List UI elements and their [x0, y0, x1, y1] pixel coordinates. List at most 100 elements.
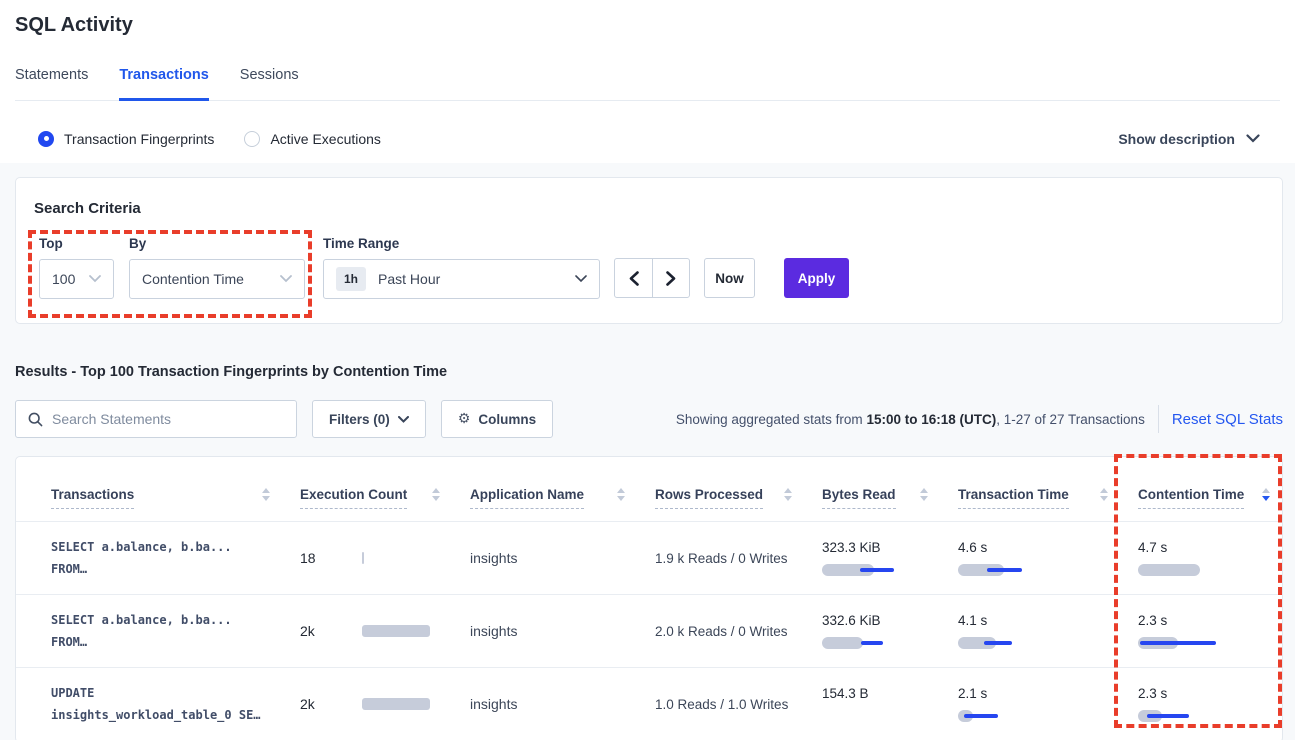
vertical-divider: [1157, 405, 1159, 433]
show-description-label: Show description: [1118, 130, 1235, 147]
transaction-time-cell: 2.1 s: [944, 686, 1124, 722]
column-header-transaction-time[interactable]: Transaction Time: [944, 487, 1124, 521]
chevron-down-icon: [280, 275, 292, 283]
transaction-fingerprint-link[interactable]: SELECT a.balance, b.ba... FROM…: [51, 540, 232, 576]
bytes-read-bar: [822, 564, 922, 576]
by-label: By: [129, 236, 147, 251]
rows-processed-cell: 1.9 k Reads / 0 Writes: [655, 550, 788, 566]
execution-count-bar: [361, 625, 446, 637]
radio-label: Transaction Fingerprints: [64, 130, 215, 147]
sort-icon[interactable]: [432, 488, 440, 501]
bytes-read-cell: 154.3 B: [808, 686, 944, 722]
reset-sql-stats-link[interactable]: Reset SQL Stats: [1171, 410, 1283, 428]
sort-icon[interactable]: [617, 488, 625, 501]
chevron-down-icon: [397, 415, 409, 423]
transaction-time-cell: 4.1 s: [944, 613, 1124, 649]
table-row[interactable]: SELECT a.balance, b.ba... FROM… 18 insig…: [16, 521, 1282, 594]
rows-processed-cell: 1.0 Reads / 1.0 Writes: [655, 696, 789, 712]
bytes-read-cell: 323.3 KiB: [808, 540, 944, 576]
tab-statements[interactable]: Statements: [15, 67, 89, 83]
contention-time-cell: 2.3 s: [1124, 686, 1282, 722]
radio-button-icon[interactable]: [244, 130, 261, 147]
by-select-value: Contention Time: [142, 271, 244, 287]
application-name-cell: insights: [470, 550, 518, 566]
gear-icon: ⚙: [457, 411, 471, 427]
execution-count-cell: 2k: [286, 696, 456, 712]
radio-button-icon[interactable]: [38, 130, 54, 147]
chevron-down-icon: [575, 275, 587, 283]
time-range-select[interactable]: 1h Past Hour: [323, 259, 600, 299]
transaction-fingerprint-link[interactable]: UPDATE insights_workload_table_0 SE…: [51, 686, 261, 722]
transaction-time-bar: [958, 710, 1058, 722]
search-icon: [28, 412, 43, 426]
radio-label: Active Executions: [270, 130, 381, 147]
time-nav-group: [614, 258, 690, 298]
application-name-cell: insights: [470, 696, 518, 712]
column-header-bytes-read[interactable]: Bytes Read: [808, 487, 944, 521]
radio-option-transaction-fingerprints[interactable]: Transaction Fingerprints: [38, 130, 215, 147]
contention-time-bar: [1138, 710, 1238, 722]
transaction-fingerprint-link[interactable]: SELECT a.balance, b.ba... FROM…: [51, 613, 232, 649]
sort-icon[interactable]: [262, 488, 270, 501]
top-select-value: 100: [52, 271, 76, 287]
previous-time-button[interactable]: [615, 259, 652, 297]
transaction-time-cell: 4.6 s: [944, 540, 1124, 576]
by-field-group: By Contention Time: [129, 236, 305, 299]
search-criteria-card: Search Criteria Top 100 By Contention Ti…: [15, 177, 1283, 324]
sort-icon[interactable]: [920, 488, 928, 501]
contention-time-cell: 4.7 s: [1124, 540, 1282, 576]
table-row[interactable]: SELECT a.balance, b.ba... FROM… 2k insig…: [16, 594, 1282, 667]
time-range-label: Time Range: [323, 236, 400, 251]
aggregated-stats-text: Showing aggregated stats from 15:00 to 1…: [675, 411, 1145, 427]
filters-button[interactable]: Filters (0): [312, 400, 426, 438]
table-header-row: Transactions Execution Count Application…: [16, 457, 1282, 521]
transactions-table-card: Transactions Execution Count Application…: [15, 456, 1283, 740]
now-button[interactable]: Now: [704, 258, 755, 298]
bytes-read-bar: [822, 637, 922, 649]
top-select[interactable]: 100: [39, 259, 114, 299]
results-toolbar: Filters (0) ⚙ Columns Showing aggregated…: [15, 400, 1283, 438]
chevron-right-icon: [666, 270, 676, 286]
bytes-read-cell: 332.6 KiB: [808, 613, 944, 649]
transaction-time-bar: [958, 564, 1058, 576]
by-select[interactable]: Contention Time: [129, 259, 305, 299]
search-statements-input[interactable]: [52, 411, 284, 427]
apply-button[interactable]: Apply: [784, 258, 849, 298]
chevron-down-icon: [89, 275, 101, 283]
stats-time-range: 15:00 to 16:18 (UTC): [866, 411, 997, 427]
sort-icon-active-desc[interactable]: [1262, 488, 1270, 501]
top-label: Top: [39, 236, 63, 251]
tab-sessions[interactable]: Sessions: [239, 67, 299, 83]
next-time-button[interactable]: [652, 259, 689, 297]
column-header-contention-time[interactable]: Contention Time: [1124, 487, 1282, 521]
time-range-field-group: Time Range 1h Past Hour: [323, 236, 600, 299]
application-name-cell: insights: [470, 623, 518, 639]
sort-icon[interactable]: [1100, 488, 1108, 501]
chevron-down-icon: [1246, 134, 1260, 143]
sort-icon[interactable]: [784, 488, 792, 501]
column-header-rows-processed[interactable]: Rows Processed: [641, 487, 808, 521]
rows-processed-cell: 2.0 k Reads / 0 Writes: [655, 623, 788, 639]
radio-option-active-executions[interactable]: Active Executions: [244, 130, 381, 147]
search-statements-box[interactable]: [15, 400, 297, 438]
tab-transactions[interactable]: Transactions: [119, 67, 210, 101]
chevron-left-icon: [629, 270, 639, 286]
filters-label: Filters (0): [329, 411, 390, 427]
contention-time-bar: [1138, 564, 1238, 576]
bytes-read-bar: [822, 710, 922, 722]
column-header-transactions[interactable]: Transactions: [16, 487, 286, 521]
columns-label: Columns: [478, 411, 537, 427]
execution-count-cell: 18: [286, 550, 456, 566]
columns-button[interactable]: ⚙ Columns: [440, 400, 554, 438]
time-range-badge: 1h: [336, 267, 367, 291]
column-header-application-name[interactable]: Application Name: [456, 487, 641, 521]
execution-count-cell: 2k: [286, 623, 456, 639]
transaction-time-bar: [958, 637, 1058, 649]
contention-time-cell: 2.3 s: [1124, 613, 1282, 649]
table-row[interactable]: UPDATE insights_workload_table_0 SE… 2k …: [16, 667, 1282, 740]
column-header-execution-count[interactable]: Execution Count: [286, 487, 456, 521]
execution-count-bar: [361, 698, 446, 710]
show-description-toggle[interactable]: Show description: [1118, 131, 1260, 147]
time-range-value: Past Hour: [378, 271, 441, 287]
contention-time-bar: [1138, 637, 1238, 649]
